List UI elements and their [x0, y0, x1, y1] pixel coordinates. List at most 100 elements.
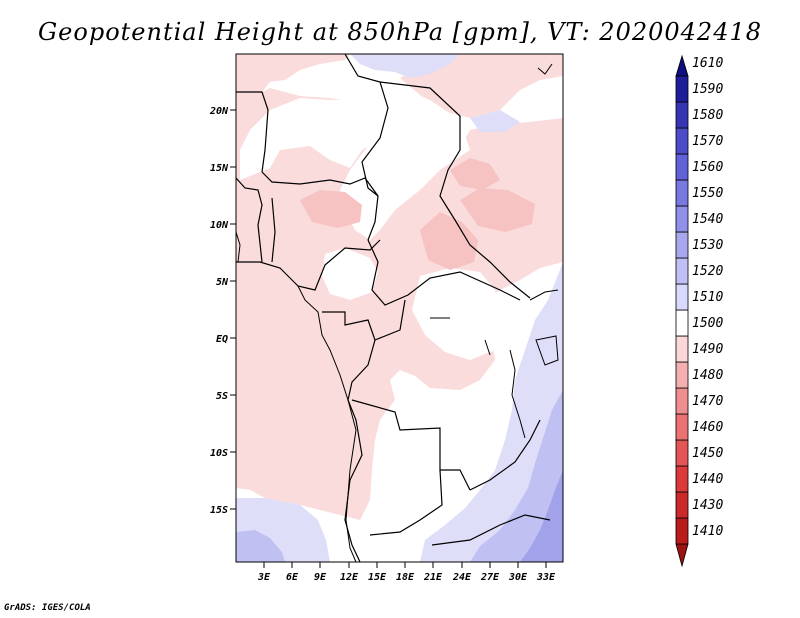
chart-title: Geopotential Height at 850hPa [gpm], VT:… — [38, 18, 762, 46]
white-hole-3 — [322, 248, 378, 300]
lat-10n: 10N — [210, 220, 236, 231]
cb-label-1470: 1470 — [692, 394, 723, 409]
white-hole-4 — [412, 268, 500, 360]
pink-region-northeast — [400, 54, 563, 118]
cb-label-1560: 1560 — [692, 160, 723, 175]
lon-30e: 30E — [508, 562, 528, 583]
cb-box-17 — [675, 101, 689, 129]
svg-text:6E: 6E — [286, 572, 299, 583]
cb-label-1590: 1590 — [692, 82, 723, 97]
cb-label-1440: 1440 — [692, 472, 723, 487]
colorbar: 1410 1430 1440 1450 1460 1470 1480 1490 … — [675, 54, 723, 568]
lat-10s: 10S — [210, 448, 236, 459]
lon-24e: 24E — [452, 562, 472, 583]
blue-region-east — [420, 262, 563, 562]
cb-box-14 — [675, 179, 689, 207]
blue-region-dark-east — [520, 470, 563, 562]
pink-region-north — [236, 54, 350, 92]
lon-15e: 15E — [368, 562, 387, 583]
cb-label-1480: 1480 — [692, 368, 723, 383]
cb-label-1570: 1570 — [692, 134, 723, 149]
lat-5n: 5N — [216, 277, 236, 288]
svg-text:3E: 3E — [257, 572, 271, 583]
lat-eq: EQ — [216, 334, 236, 345]
cb-label-1430: 1430 — [692, 498, 723, 513]
cb-label-1530: 1530 — [692, 238, 723, 253]
svg-text:20N: 20N — [209, 106, 229, 117]
cb-label-1610: 1610 — [692, 56, 723, 71]
svg-text:24E: 24E — [452, 572, 472, 583]
cb-box-8 — [675, 335, 689, 363]
lon-12e: 12E — [340, 562, 359, 583]
pink-dark-patch-1 — [300, 190, 362, 228]
blue-region-southwest-mid — [236, 530, 285, 562]
cb-box-16 — [675, 127, 689, 155]
lon-27e: 27E — [480, 562, 500, 583]
pink-dark-patch-3 — [460, 188, 535, 232]
svg-text:27E: 27E — [480, 572, 500, 583]
cb-box-7 — [675, 361, 689, 389]
blue-region-northeast — [470, 110, 520, 132]
lon-9e: 9E — [314, 562, 327, 583]
cb-label-1510: 1510 — [692, 290, 723, 305]
pink-dark-patch-4 — [450, 158, 500, 190]
cb-label-1410: 1410 — [692, 524, 723, 539]
svg-text:33E: 33E — [536, 572, 556, 583]
cb-label-1540: 1540 — [692, 212, 723, 227]
cb-box-4 — [675, 439, 689, 467]
cb-box-13 — [675, 205, 689, 233]
cb-box-9 — [675, 309, 689, 337]
map-frame — [235, 53, 564, 563]
grads-credit: GrADS: IGES/COLA — [4, 603, 91, 613]
svg-text:12E: 12E — [340, 572, 359, 583]
svg-text:5S: 5S — [216, 391, 228, 402]
lon-18e: 18E — [396, 562, 415, 583]
coastlines — [236, 63, 559, 562]
cb-box-10 — [675, 283, 689, 311]
svg-text:15S: 15S — [210, 505, 228, 516]
cb-label-1520: 1520 — [692, 264, 723, 279]
cb-label-1500: 1500 — [692, 316, 723, 331]
svg-text:10N: 10N — [210, 220, 229, 231]
lon-3e: 3E — [257, 562, 271, 583]
lat-20n: 20N — [209, 106, 236, 117]
svg-text:18E: 18E — [396, 572, 415, 583]
cb-box-1 — [675, 517, 689, 545]
svg-text:15E: 15E — [368, 572, 387, 583]
colorbar-boxes — [675, 54, 689, 568]
cb-box-15 — [675, 153, 689, 181]
lon-21e: 21E — [423, 562, 443, 583]
blue-region-north — [350, 54, 460, 78]
lat-15s: 15S — [210, 505, 236, 516]
cb-arrow-low — [675, 543, 689, 568]
cb-arrow-high — [675, 54, 689, 77]
cb-label-1460: 1460 — [692, 420, 723, 435]
map-fill — [236, 54, 563, 562]
cb-box-3 — [675, 465, 689, 493]
svg-text:30E: 30E — [508, 572, 528, 583]
country-borders — [236, 54, 551, 562]
cb-box-6 — [675, 387, 689, 415]
cb-box-5 — [675, 413, 689, 441]
lon-33e: 33E — [536, 562, 556, 583]
longitude-axis: 3E 6E 9E 12E 15E 18E 21E 24E 27E 30E 33E — [257, 562, 556, 583]
cb-label-1580: 1580 — [692, 108, 723, 123]
cb-box-11 — [675, 257, 689, 285]
pink-dark-patch-2 — [420, 212, 478, 270]
svg-text:5N: 5N — [216, 277, 229, 288]
cb-label-1450: 1450 — [692, 446, 723, 461]
lat-15n: 15N — [210, 163, 236, 174]
cb-label-1490: 1490 — [692, 342, 723, 357]
cb-box-12 — [675, 231, 689, 259]
lon-6e: 6E — [286, 562, 299, 583]
svg-text:10S: 10S — [210, 448, 228, 459]
svg-text:15N: 15N — [210, 163, 229, 174]
latitude-axis: 20N 15N 10N 5N EQ 5S 10S 15S — [209, 106, 236, 516]
lat-5s: 5S — [216, 391, 236, 402]
svg-text:21E: 21E — [423, 572, 443, 583]
blue-region-mid-east — [470, 390, 563, 562]
svg-text:9E: 9E — [314, 572, 327, 583]
cb-label-1550: 1550 — [692, 186, 723, 201]
svg-text:EQ: EQ — [216, 334, 228, 345]
